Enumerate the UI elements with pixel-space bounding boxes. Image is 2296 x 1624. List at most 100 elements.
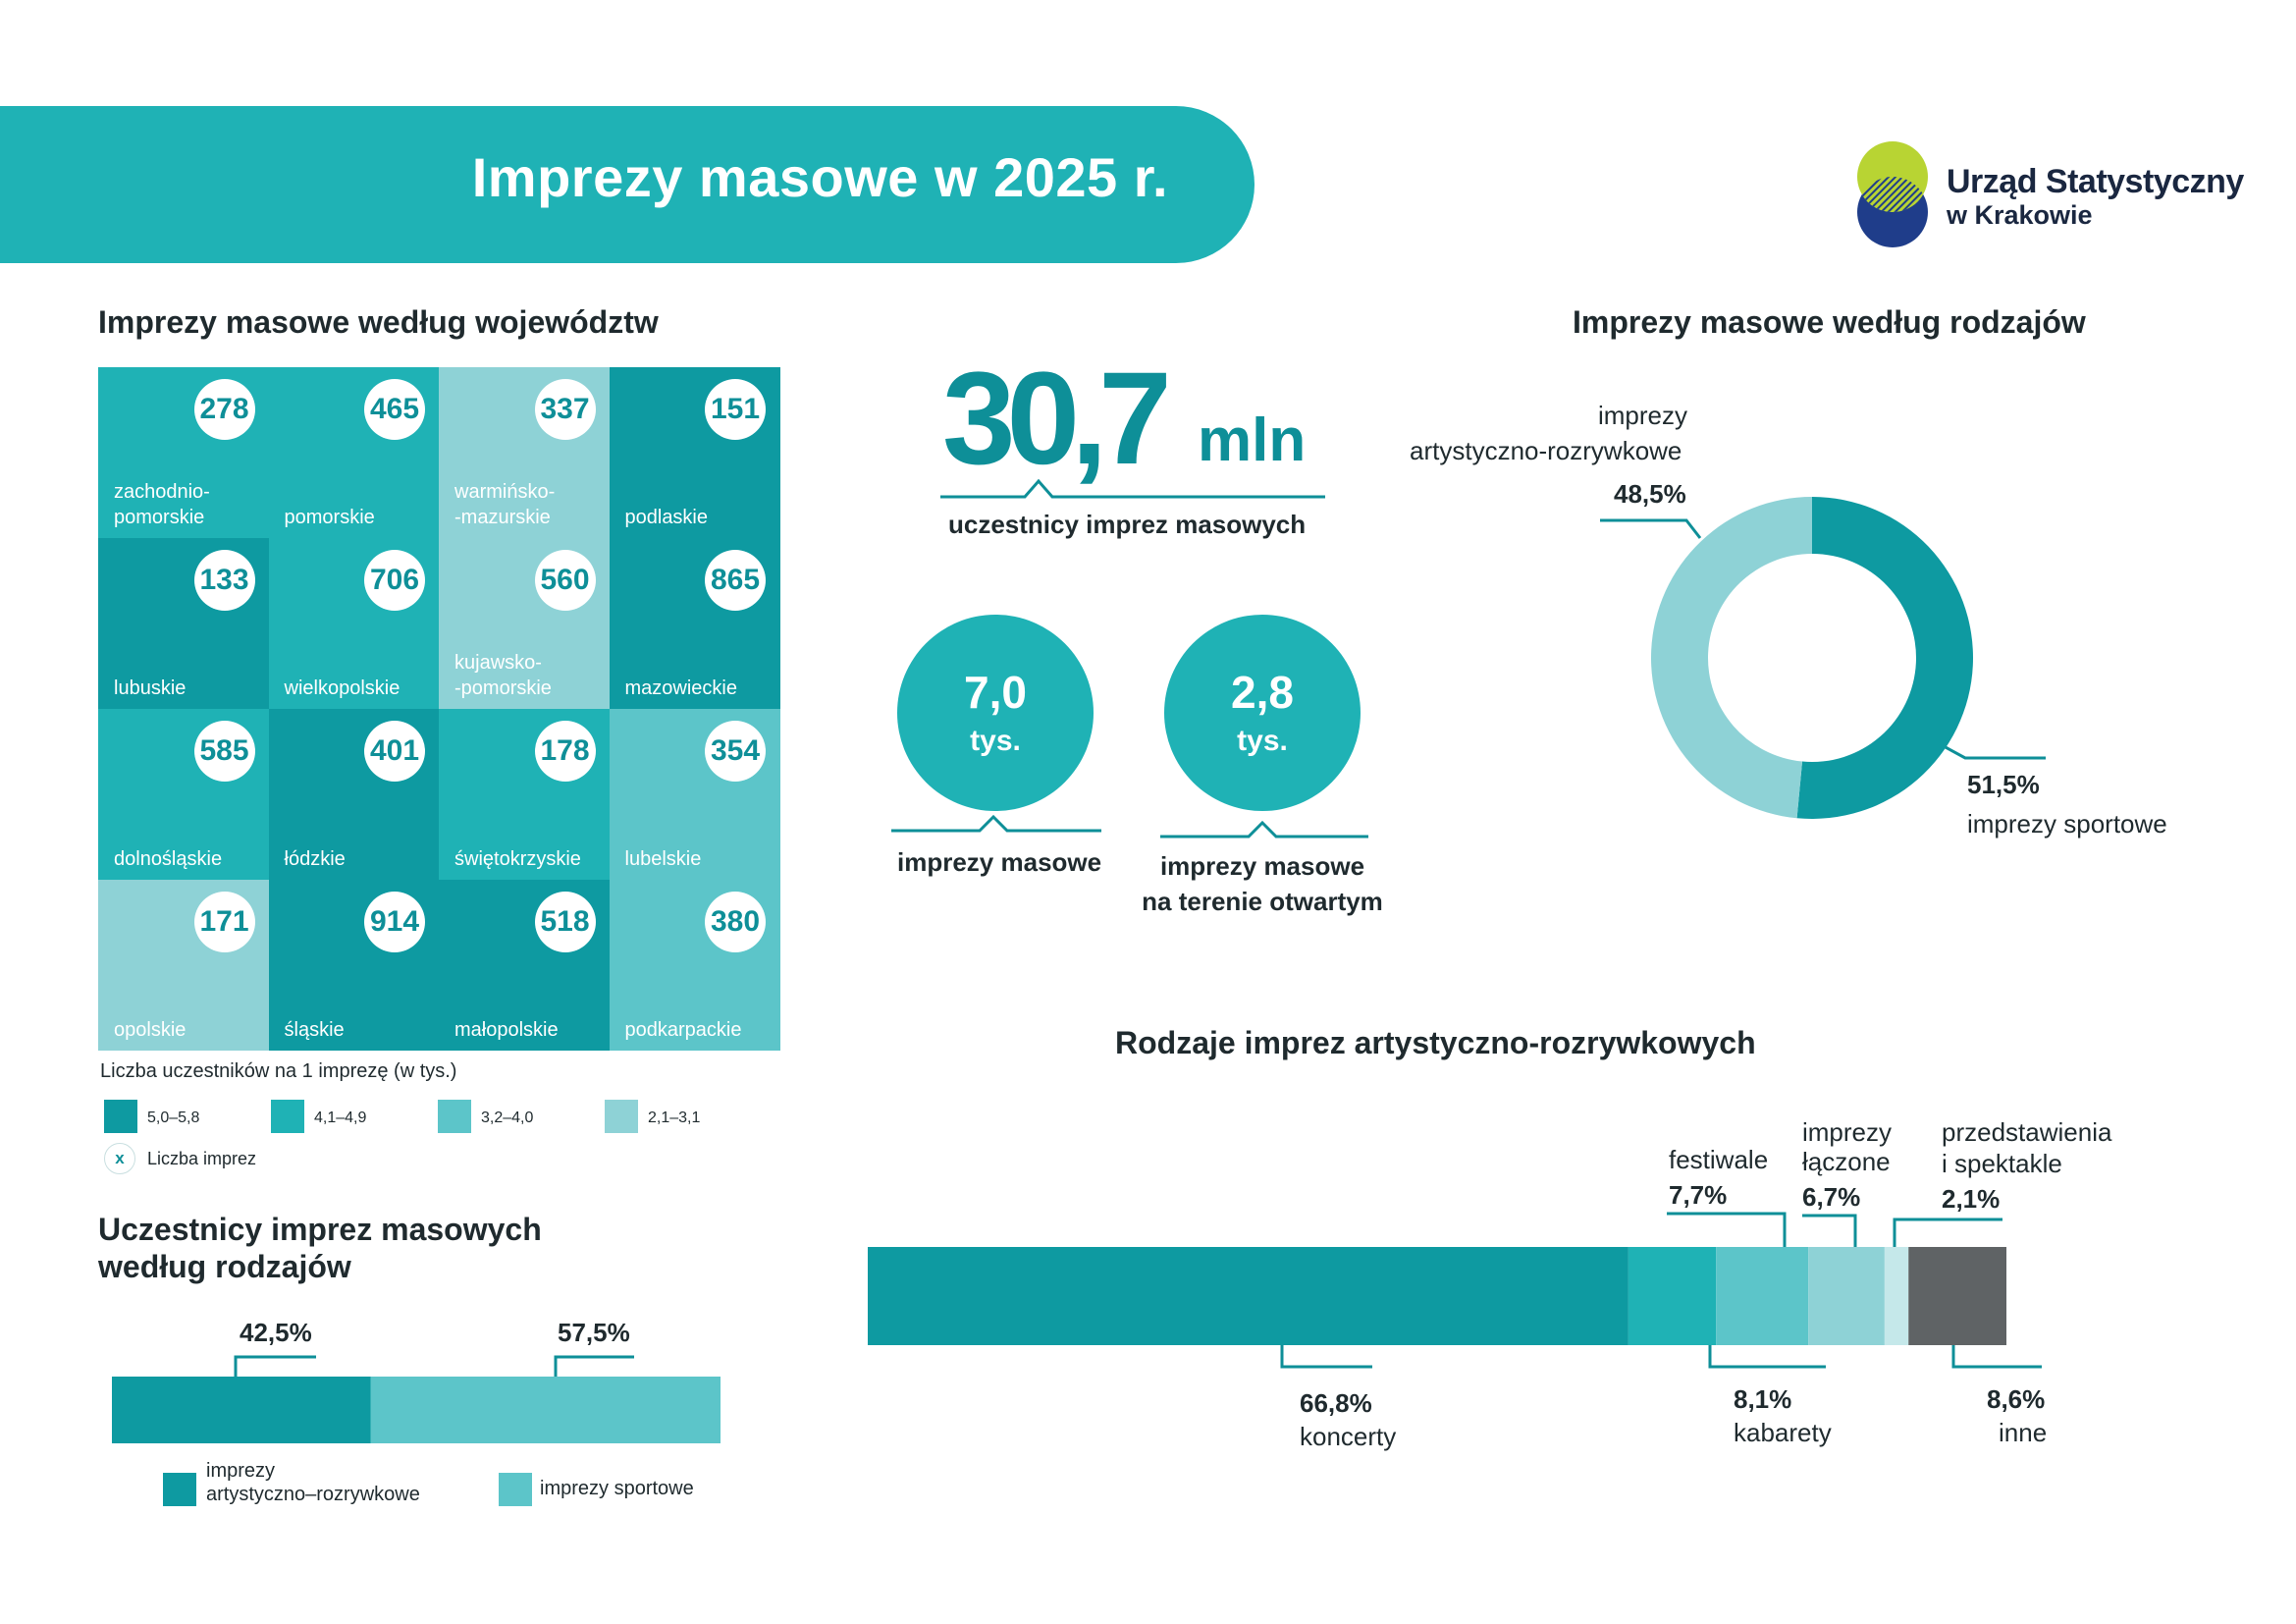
open-events-caption-line2: na terenie otwartym [1142,887,1383,916]
tile-event-count: 585 [193,721,255,782]
tile-event-count: 865 [705,550,766,611]
tile-event-count: 337 [534,379,596,440]
open-events-unit: tys. [1237,725,1288,757]
leader-participants-arts [234,1355,316,1377]
tile-event-count: 465 [364,379,425,440]
events-unit: tys. [970,725,1021,757]
bar-segment [112,1377,371,1443]
voivodeship-tile: 706 wielkopolskie [268,538,440,709]
label-koncerty: koncerty [1300,1422,1397,1451]
label-przedstawienia-line1: przedstawienia [1942,1117,2112,1147]
tile-voivodeship-name: opolskie [114,1019,187,1041]
tile-event-count: 171 [193,892,255,952]
value-imprezy-laczone: 6,7% [1802,1182,1861,1212]
legend-swatch-sport [499,1473,532,1506]
events-caption: imprezy masowe [897,847,1102,877]
voivodeship-tile: 278 zachodnio- pomorskie [98,367,270,538]
voivodeship-tile: 914 śląskie [268,880,440,1051]
tile-voivodeship-name: warmińsko- -mazurskie [454,481,556,528]
logo-text-line2: w Krakowie [1947,200,2093,230]
voivodeship-tile: 171 opolskie [98,880,270,1051]
donut-chart [1651,497,1974,819]
tile-event-count: 560 [534,550,596,611]
tile-event-count: 133 [193,550,255,611]
tile-voivodeship-name: świętokrzyskie [454,848,581,870]
donut-slice [1651,497,1812,819]
open-events-bracket [1160,820,1368,839]
map-section-title: Imprezy masowe według województw [98,304,659,340]
donut-label-arts-line2: artystyczno-rozrywkowe [1410,436,1682,465]
leader-inne [1951,1345,2042,1369]
voivodeship-tile: 178 świętokrzyskie [439,709,611,880]
leader-koncerty [1280,1345,1372,1369]
voivodeship-tile: 151 podlaskie [609,367,780,538]
voivodeship-tile: 865 mazowieckie [609,538,780,709]
legend-label: 5,0–5,8 [147,1110,200,1126]
leader-przedstawienia [1893,1218,2002,1247]
voivodeship-tile: 518 małopolskie [439,880,611,1051]
tile-event-count: 151 [705,379,766,440]
arts-types-title: Rodzaje imprez artystyczno-rozrywkowych [1115,1025,1756,1060]
events-bracket [891,814,1101,833]
tile-voivodeship-name: lubuskie [114,677,187,699]
donut-leader-sport [1943,744,2046,760]
label-imprezy-laczone-line2: łączone [1802,1147,1891,1176]
participants-unit: mln [1198,406,1307,474]
value-festiwale: 7,7% [1669,1180,1728,1210]
label-kabarety: kabarety [1734,1418,1832,1447]
participants-type-title-line2: według rodzajów [98,1249,351,1284]
tile-event-count: 278 [193,379,255,440]
tile-voivodeship-name: mazowieckie [624,677,737,699]
logo-text-line1: Urząd Statystyczny [1947,163,2244,200]
tile-voivodeship-name: lubelskie [624,848,702,870]
legend-swatch [438,1100,471,1133]
arts-types-bar [868,1247,2006,1345]
value-przedstawienia: 2,1% [1942,1184,2001,1214]
participants-type-bar [112,1377,721,1443]
donut-leader-arts [1600,518,1702,539]
donut-slice [1796,497,1974,819]
value-kabarety: 8,1% [1734,1384,1792,1414]
participants-value: 30,7 [942,346,1172,492]
legend-label-sport: imprezy sportowe [540,1478,694,1499]
tile-voivodeship-name: łódzkie [284,848,346,870]
tile-voivodeship-name: śląskie [284,1019,345,1041]
tile-event-count: 178 [534,721,596,782]
header-banner: Imprezy masowe w 2025 r. [0,106,1255,263]
events-circle: 7,0 tys. [897,615,1094,811]
bar-segment [1908,1247,2006,1345]
legend-swatch [271,1100,304,1133]
voivodeship-tile: 585 dolnośląskie [98,709,270,880]
voivodeship-tile: 560 kujawsko- -pomorskie [439,538,611,709]
tile-event-count: 380 [705,892,766,952]
count-symbol-icon: x [104,1143,135,1174]
tile-voivodeship-name: podlaskie [624,507,709,528]
tile-voivodeship-name: małopolskie [454,1019,559,1041]
logo-emblem-icon [1857,141,1928,247]
value-inne: 8,6% [1987,1384,2046,1414]
open-events-circle: 2,8 tys. [1164,615,1361,811]
legend-swatch [104,1100,137,1133]
voivodeship-tile: 465 pomorskie [268,367,440,538]
leader-participants-sport [554,1355,634,1377]
bar-segment [868,1247,1629,1345]
bar-segment [370,1377,721,1443]
tile-voivodeship-name: dolnośląskie [114,848,223,870]
tile-event-count: 706 [364,550,425,611]
donut-section-title: Imprezy masowe według rodzajów [1573,304,2086,340]
donut-value-sport: 51,5% [1967,770,2040,799]
label-przedstawienia-line2: i spektakle [1942,1149,2062,1178]
voivodeship-tile: 133 lubuskie [98,538,270,709]
tile-voivodeship-name: wielkopolskie [284,677,400,699]
leader-imprezy-laczone [1802,1214,1857,1247]
legend-label: 4,1–4,9 [314,1110,367,1126]
donut-label-arts-line1: imprezy [1598,401,1688,430]
legend-label-arts-line1: imprezy [206,1460,276,1482]
label-inne: inne [1999,1418,2048,1447]
leader-festiwale [1667,1212,1787,1247]
donut-label-sport: imprezy sportowe [1967,809,2167,839]
participants-arts-value: 42,5% [240,1318,312,1347]
tile-event-count: 518 [534,892,596,952]
bar-segment [1628,1247,1717,1345]
voivodeship-tile: 337 warmińsko- -mazurskie [439,367,611,538]
